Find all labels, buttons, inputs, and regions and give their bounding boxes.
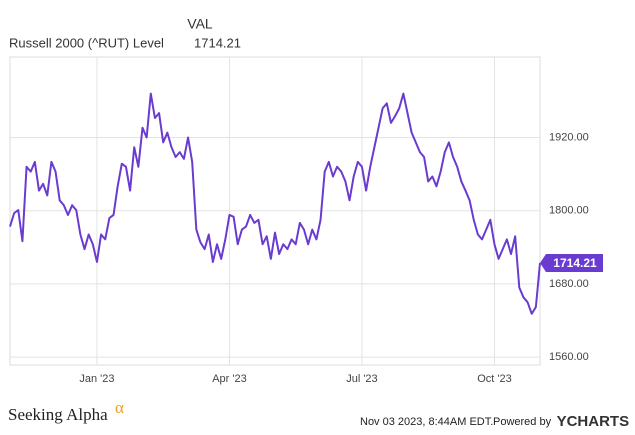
x-tick-label: Jan '23 [79, 373, 114, 385]
y-tick-label: 1800.00 [549, 205, 589, 217]
brand-mark: α [115, 398, 124, 417]
line [9, 92, 541, 315]
chart-title: Russell 2000 (^RUT) Level [9, 35, 164, 50]
chart-header: VAL [187, 16, 213, 32]
provider: YCHARTS [557, 413, 630, 430]
x-tick-label: Oct '23 [477, 373, 512, 385]
timestamp: Nov 03 2023, 8:44AM EDT. [360, 416, 493, 428]
last-value-flag [540, 254, 603, 273]
powered-by: Powered by [493, 416, 552, 428]
y-tick-label: 1920.00 [549, 131, 589, 143]
x-tick-label: Jul '23 [346, 373, 377, 385]
brand: Seeking Alpha [8, 405, 108, 424]
y-tick-label: 1680.00 [549, 278, 589, 290]
y-tick-label: 1560.00 [549, 351, 589, 363]
last-value-label: 1714.21 [553, 256, 597, 270]
x-tick-label: Apr '23 [212, 373, 247, 385]
level-value: 1714.21 [194, 35, 241, 50]
